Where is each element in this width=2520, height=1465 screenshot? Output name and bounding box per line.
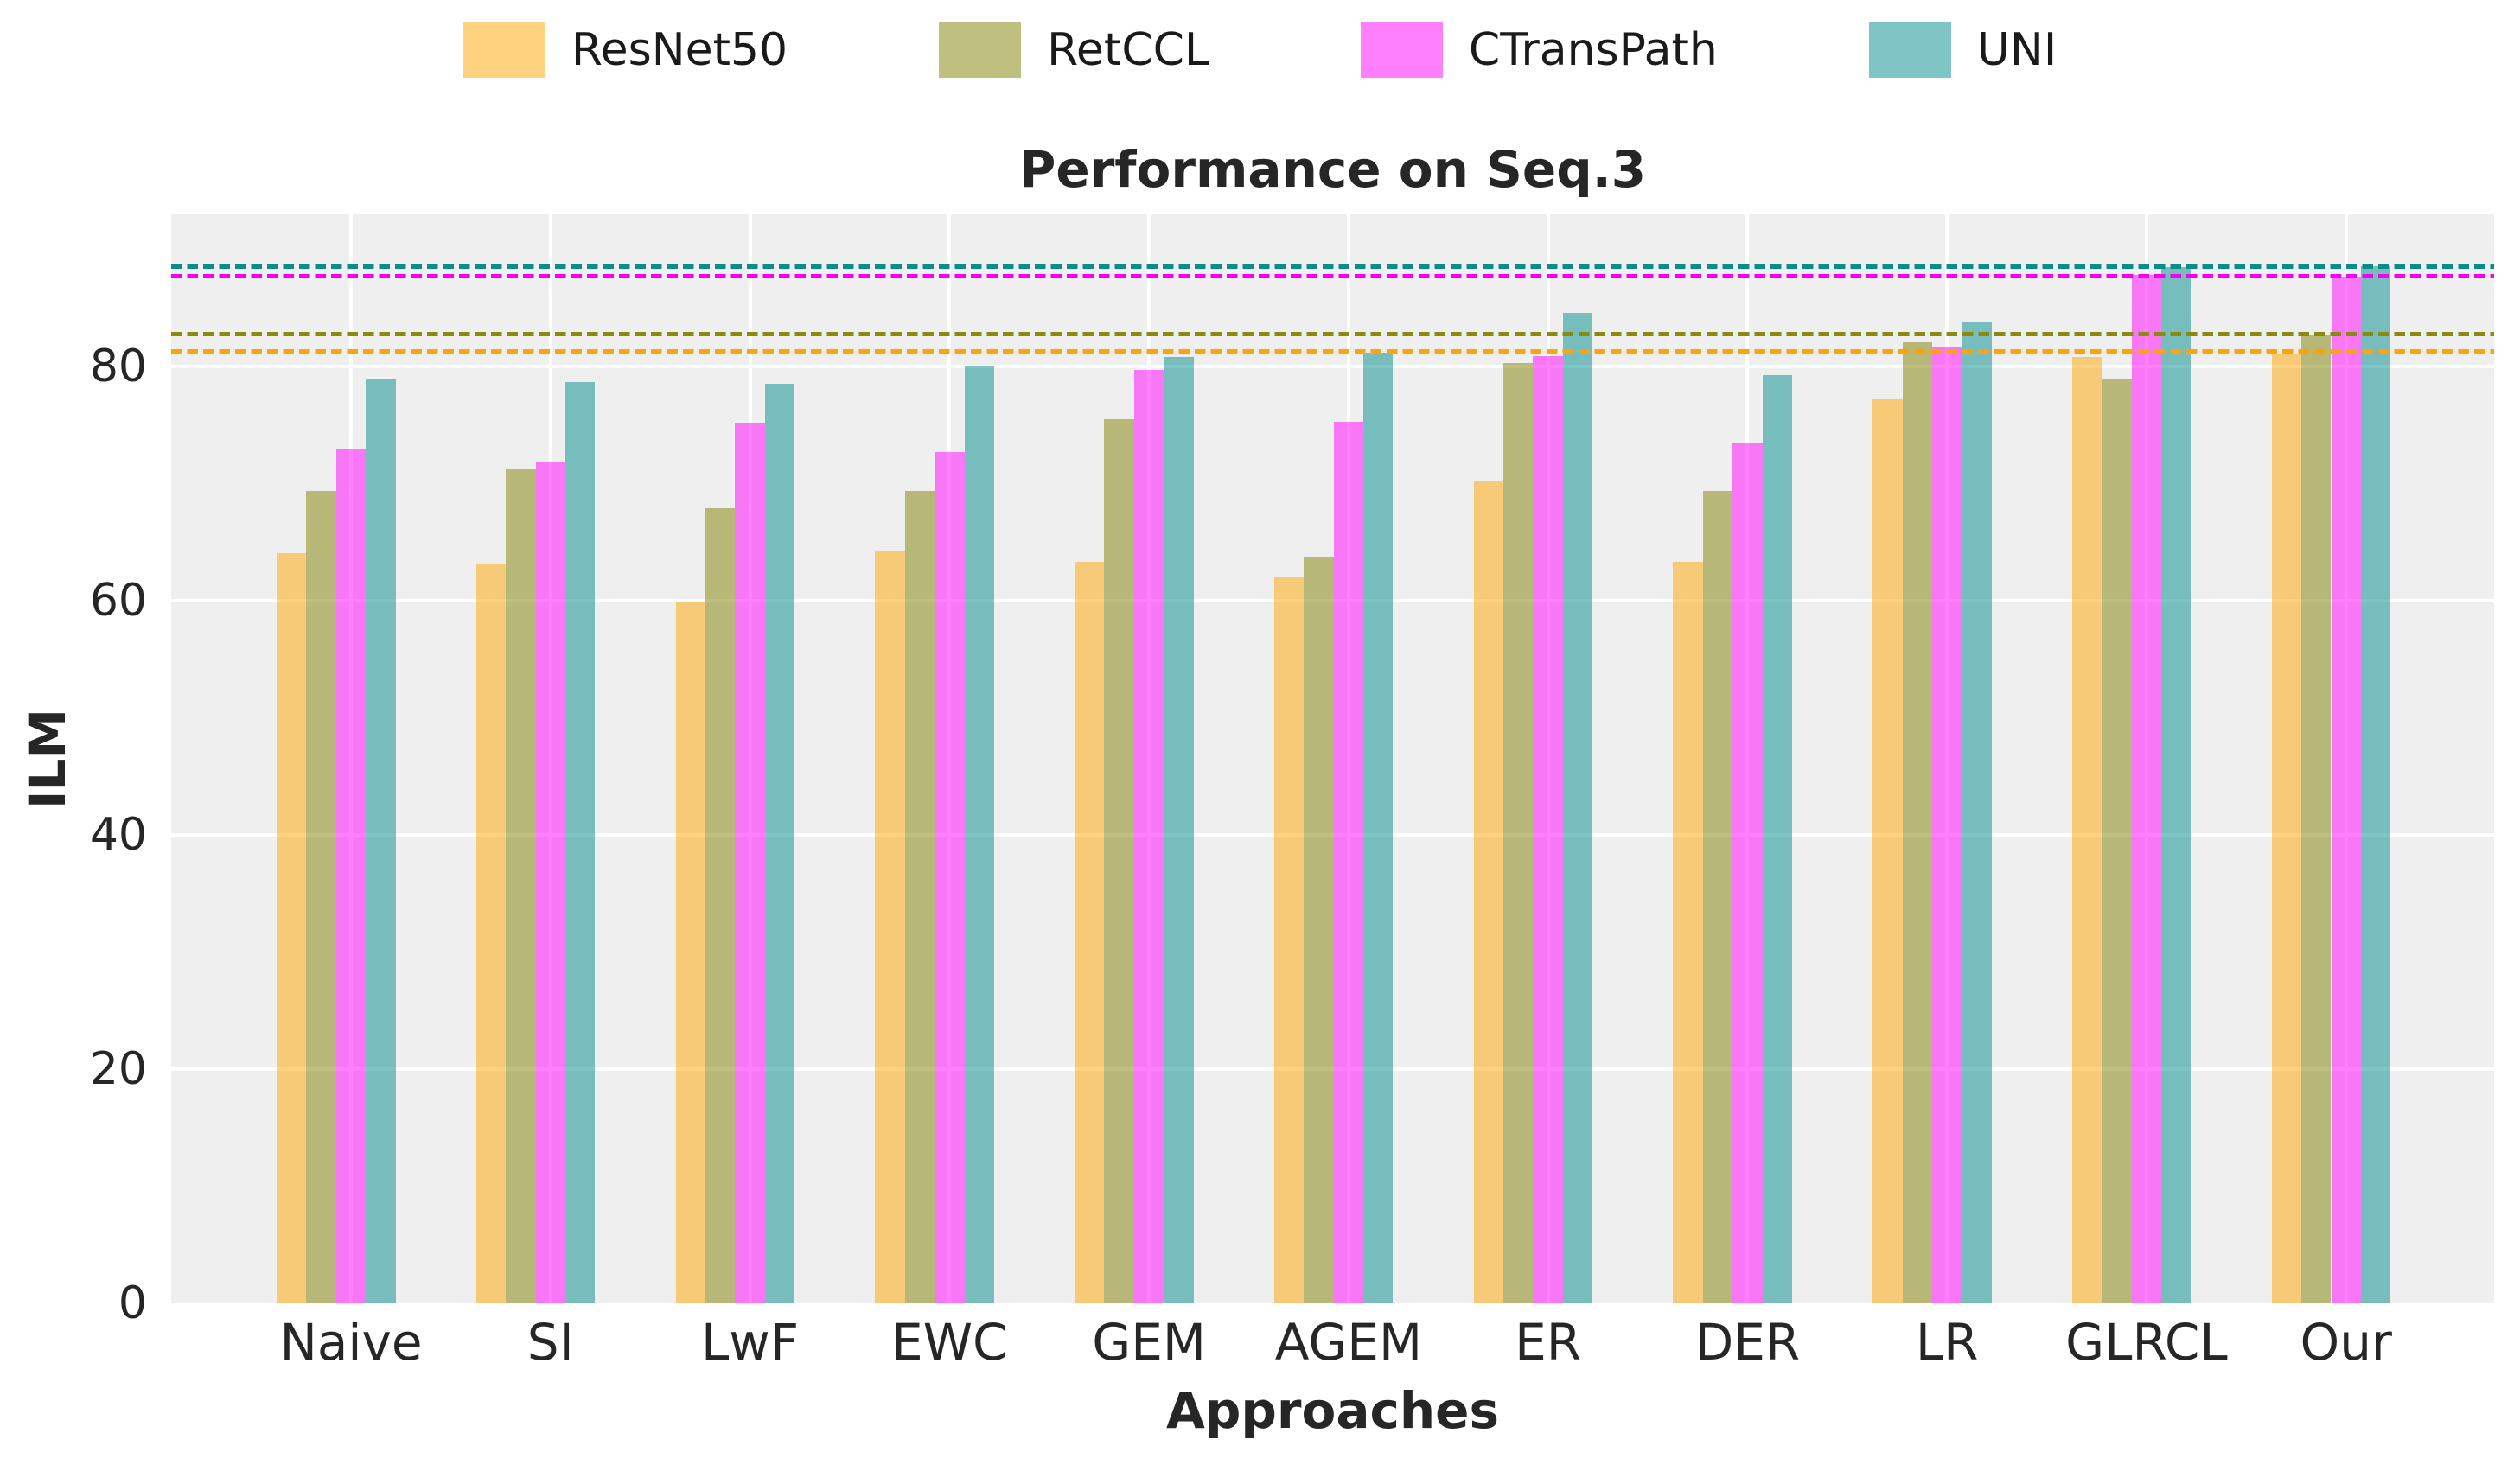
bar-ctranspath-gem xyxy=(1133,370,1164,1303)
bar-ctranspath-glrcl xyxy=(2131,275,2162,1303)
x-tick-label-glrcl: GLRCL xyxy=(2065,1313,2228,1372)
bar-resnet50-er xyxy=(1473,480,1503,1303)
legend-item-uni: UNI xyxy=(1868,22,2057,78)
legend-label-uni: UNI xyxy=(1976,24,2057,76)
bar-uni-lr xyxy=(1962,322,1992,1303)
x-tick-label-si: SI xyxy=(526,1313,574,1372)
x-tick-label-der: DER xyxy=(1694,1313,1801,1372)
legend-swatch-ctranspath xyxy=(1360,22,1443,78)
bar-retccl-lr xyxy=(1902,341,1932,1303)
legend-label-resnet50: ResNet50 xyxy=(571,24,788,76)
bar-retccl-glrcl xyxy=(2102,378,2132,1303)
x-tick-label-agem: AGEM xyxy=(1274,1313,1422,1372)
x-tick-label-lwf: LwF xyxy=(700,1313,800,1372)
bar-uni-lwf xyxy=(764,384,795,1303)
bar-retccl-our xyxy=(2301,334,2332,1303)
bar-resnet50-ewc xyxy=(875,550,905,1303)
bar-ctranspath-our xyxy=(2331,277,2361,1303)
bar-uni-our xyxy=(2360,265,2391,1303)
bar-retccl-naive xyxy=(306,490,336,1303)
ref-line-resnet50 xyxy=(171,349,2494,354)
h-gridline-80 xyxy=(171,365,2494,369)
ref-line-uni xyxy=(171,264,2494,270)
bar-retccl-gem xyxy=(1104,419,1134,1303)
legend: ResNet50 RetCCL CTransPath UNI xyxy=(0,22,2520,78)
bar-retccl-lwf xyxy=(705,508,736,1303)
bar-resnet50-our xyxy=(2271,354,2302,1303)
bar-uni-si xyxy=(565,381,596,1303)
bar-resnet50-naive xyxy=(277,552,307,1303)
bar-ctranspath-naive xyxy=(335,448,367,1303)
legend-item-resnet50: ResNet50 xyxy=(463,22,788,78)
bar-uni-er xyxy=(1562,312,1593,1303)
bar-ctranspath-der xyxy=(1732,443,1763,1303)
bar-ctranspath-lr xyxy=(1931,347,1962,1303)
bar-uni-naive xyxy=(366,379,396,1303)
bar-resnet50-glrcl xyxy=(2071,357,2102,1303)
legend-label-ctranspath: CTransPath xyxy=(1468,24,1718,76)
y-axis-label: ILM xyxy=(18,708,77,810)
bar-ctranspath-ewc xyxy=(935,452,965,1303)
bar-ctranspath-si xyxy=(535,462,565,1303)
bar-resnet50-gem xyxy=(1075,562,1105,1303)
y-tick-label-60: 60 xyxy=(89,575,147,627)
bar-resnet50-lwf xyxy=(675,602,705,1303)
bar-ctranspath-er xyxy=(1533,355,1563,1303)
legend-swatch-retccl xyxy=(939,22,1022,78)
bar-resnet50-lr xyxy=(1872,399,1903,1303)
bar-ctranspath-agem xyxy=(1333,421,1364,1303)
ref-line-retccl xyxy=(171,331,2494,336)
x-tick-label-ewc: EWC xyxy=(891,1313,1008,1372)
x-tick-label-lr: LR xyxy=(1915,1313,1979,1372)
bar-uni-der xyxy=(1762,374,1792,1303)
x-axis-label: Approaches xyxy=(1165,1381,1500,1440)
bar-resnet50-agem xyxy=(1273,577,1305,1303)
bar-retccl-si xyxy=(506,469,536,1303)
bar-resnet50-der xyxy=(1673,562,1703,1303)
x-tick-label-gem: GEM xyxy=(1092,1313,1206,1372)
legend-swatch-uni xyxy=(1868,22,1951,78)
x-tick-label-naive: Naive xyxy=(279,1313,423,1372)
bar-uni-ewc xyxy=(964,365,994,1303)
y-tick-label-80: 80 xyxy=(89,341,147,393)
bar-uni-glrcl xyxy=(2161,266,2191,1303)
bar-retccl-der xyxy=(1702,490,1733,1303)
legend-label-retccl: RetCCL xyxy=(1047,24,1209,76)
legend-swatch-resnet50 xyxy=(463,22,545,78)
bar-ctranspath-lwf xyxy=(735,423,765,1303)
bar-retccl-er xyxy=(1503,363,1534,1303)
bar-uni-agem xyxy=(1363,352,1394,1303)
x-tick-label-er: ER xyxy=(1515,1313,1582,1372)
x-tick-label-our: Our xyxy=(2300,1313,2392,1372)
bar-retccl-ewc xyxy=(904,490,935,1303)
chart-title: Performance on Seq.3 xyxy=(1018,140,1647,199)
y-tick-label-0: 0 xyxy=(118,1277,147,1329)
legend-item-retccl: RetCCL xyxy=(939,22,1209,78)
bar-uni-gem xyxy=(1164,357,1194,1303)
plot-area xyxy=(171,214,2494,1303)
y-tick-label-20: 20 xyxy=(89,1043,147,1096)
ref-line-ctranspath xyxy=(171,274,2494,279)
legend-item-ctranspath: CTransPath xyxy=(1360,22,1718,78)
bar-resnet50-si xyxy=(475,564,507,1303)
y-tick-label-40: 40 xyxy=(89,809,147,862)
bar-retccl-agem xyxy=(1304,557,1334,1303)
